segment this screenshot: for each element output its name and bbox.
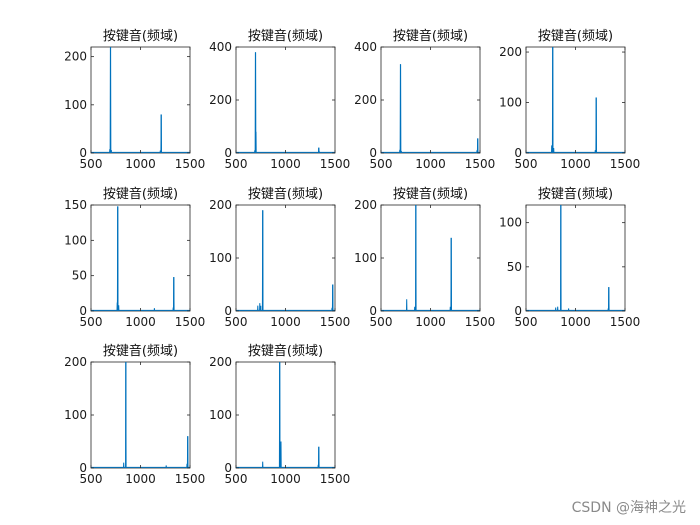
y-tick-label: 0: [514, 304, 522, 318]
x-tick-label: 500: [80, 157, 103, 171]
x-tick-label: 1000: [125, 315, 156, 329]
subplot-5: 500 1000 1500 0 50 100 150 按键音(频域): [64, 186, 205, 329]
y-tick-label: 200: [209, 93, 232, 107]
y-tick-label: 200: [499, 45, 522, 59]
x-tick-label: 1000: [415, 315, 446, 329]
axes-frame: [380, 46, 481, 154]
x-tick-label: 1500: [320, 157, 351, 171]
subplot-title: 按键音(频域): [248, 186, 323, 202]
y-tick-label: 0: [79, 461, 87, 475]
x-tick-label: 500: [515, 157, 538, 171]
y-tick-label: 200: [354, 198, 377, 212]
y-tick-label: 0: [369, 304, 377, 318]
x-tick-label: 500: [225, 472, 248, 486]
y-tick-label: 0: [224, 304, 232, 318]
y-tick-label: 100: [209, 251, 232, 265]
subplot-4: 500 1000 1500 0 100 200 按键音(频域): [499, 28, 640, 171]
y-tick-label: 0: [224, 461, 232, 475]
subplot-3: 500 1000 1500 0 200 400 按键音(频域): [354, 28, 495, 171]
x-tick-label: 500: [80, 315, 103, 329]
subplot-1: 500 1000 1500 0 100 200 按键音(频域): [64, 28, 205, 171]
y-tick-label: 400: [354, 40, 377, 54]
subplot-8: 500 1000 1500 0 50 100 按键音(频域): [499, 186, 640, 329]
subplot-9: 500 1000 1500 0 100 200 按键音(频域): [64, 343, 205, 486]
x-tick-label: 1000: [270, 315, 301, 329]
subplot-title: 按键音(频域): [538, 28, 613, 44]
axes-frame: [525, 46, 626, 154]
x-tick-label: 1500: [465, 315, 496, 329]
y-tick-label: 100: [499, 96, 522, 110]
subplot-title: 按键音(频域): [103, 343, 178, 359]
x-tick-label: 1000: [560, 315, 591, 329]
x-tick-label: 500: [515, 315, 538, 329]
x-tick-label: 1500: [320, 472, 351, 486]
x-tick-label: 1500: [610, 157, 641, 171]
x-tick-label: 500: [370, 157, 393, 171]
y-tick-label: 200: [64, 355, 87, 369]
subplot-title: 按键音(频域): [393, 28, 468, 44]
subplot-title: 按键音(频域): [538, 186, 613, 202]
x-tick-label: 1000: [560, 157, 591, 171]
watermark: CSDN @海神之光: [571, 500, 686, 516]
y-tick-label: 100: [64, 408, 87, 422]
x-tick-label: 1500: [610, 315, 641, 329]
y-tick-label: 0: [514, 146, 522, 160]
x-tick-label: 500: [370, 315, 393, 329]
subplot-2: 500 1000 1500 0 200 400 按键音(频域): [209, 28, 350, 171]
y-tick-label: 0: [224, 146, 232, 160]
y-tick-label: 200: [354, 93, 377, 107]
x-tick-label: 1000: [270, 157, 301, 171]
x-tick-label: 1500: [175, 315, 206, 329]
subplot-title: 按键音(频域): [393, 186, 468, 202]
subplot-title: 按键音(频域): [103, 186, 178, 202]
x-tick-label: 1500: [175, 472, 206, 486]
y-tick-label: 100: [209, 408, 232, 422]
axes-frame: [235, 361, 336, 469]
axes-frame: [380, 204, 481, 312]
x-tick-label: 1000: [415, 157, 446, 171]
x-tick-label: 1000: [270, 472, 301, 486]
x-tick-label: 500: [225, 157, 248, 171]
y-tick-label: 400: [209, 40, 232, 54]
y-tick-label: 200: [64, 50, 87, 64]
axes-frame: [90, 361, 191, 469]
axes-frame: [235, 204, 336, 312]
y-tick-label: 50: [72, 269, 87, 283]
y-tick-label: 0: [369, 146, 377, 160]
axes-frame: [525, 204, 626, 312]
y-tick-label: 200: [209, 198, 232, 212]
axes-frame: [235, 46, 336, 154]
axes-frame: [90, 46, 191, 154]
y-tick-label: 200: [209, 355, 232, 369]
x-tick-label: 500: [225, 315, 248, 329]
x-tick-label: 1000: [125, 472, 156, 486]
subplot-title: 按键音(频域): [248, 28, 323, 44]
y-tick-label: 50: [507, 260, 522, 274]
axes-frame: [90, 204, 191, 312]
subplot-title: 按键音(频域): [103, 28, 178, 44]
x-tick-label: 1500: [465, 157, 496, 171]
subplot-title: 按键音(频域): [248, 343, 323, 359]
x-tick-label: 500: [80, 472, 103, 486]
y-tick-label: 100: [64, 98, 87, 112]
y-tick-label: 100: [354, 251, 377, 265]
subplot-6: 500 1000 1500 0 100 200 按键音(频域): [209, 186, 350, 329]
x-tick-label: 1500: [320, 315, 351, 329]
y-tick-label: 0: [79, 146, 87, 160]
y-tick-label: 100: [499, 216, 522, 230]
x-tick-label: 1000: [125, 157, 156, 171]
x-tick-label: 1500: [175, 157, 206, 171]
y-tick-label: 0: [79, 304, 87, 318]
y-tick-label: 150: [64, 198, 87, 212]
subplot-10: 500 1000 1500 0 100 200 按键音(频域): [209, 343, 350, 486]
subplot-7: 500 1000 1500 0 100 200 按键音(频域): [354, 186, 495, 329]
y-tick-label: 100: [64, 233, 87, 247]
